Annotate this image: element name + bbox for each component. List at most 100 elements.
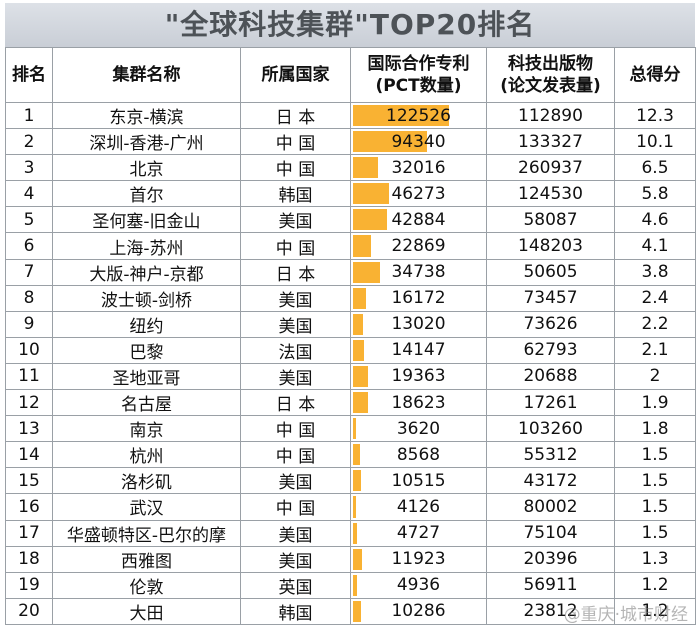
- pct-bar: [353, 444, 360, 466]
- country-cell: 美国: [240, 545, 351, 573]
- table-row: 20 大田 韩国 10286 23812 1.2: [5, 597, 696, 625]
- pct-cell: 11923: [350, 545, 487, 573]
- pct-cell: 34738: [350, 258, 487, 286]
- publications-cell: 58087: [486, 206, 615, 234]
- country-cell: 日 本: [240, 258, 351, 286]
- rank-cell: 14: [5, 441, 53, 469]
- pct-bar: [353, 418, 356, 440]
- rank-cell: 17: [5, 519, 53, 547]
- table-row: 4 首尔 韩国 46273 124530 5.8: [5, 180, 696, 208]
- pct-cell: 122526: [350, 101, 487, 130]
- pct-value: 3620: [396, 418, 441, 439]
- cluster-cell: 首尔: [52, 180, 241, 208]
- pct-cell: 14147: [350, 336, 487, 364]
- cluster-cell: 华盛顿特区-巴尔的摩: [52, 519, 241, 547]
- publications-cell: 62793: [486, 336, 615, 364]
- score-cell: 1.2: [614, 597, 696, 625]
- pct-cell: 18623: [350, 389, 487, 417]
- rank-cell: 5: [5, 206, 53, 234]
- score-cell: 2.1: [614, 336, 696, 364]
- header-pub-line1: 科技出版物: [508, 54, 593, 74]
- pct-value: 122526: [386, 105, 451, 126]
- cluster-cell: 大田: [52, 597, 241, 625]
- publications-cell: 43172: [486, 467, 615, 495]
- pct-value: 11923: [391, 549, 446, 570]
- table-row: 18 西雅图 美国 11923 20396 1.3: [5, 545, 696, 573]
- rank-cell: 4: [5, 180, 53, 208]
- pct-value: 18623: [391, 392, 446, 413]
- table-row: 2 深圳-香港-广州中 国 94340 133327 10.1: [5, 128, 696, 156]
- cluster-cell: 纽约: [52, 310, 241, 338]
- pct-bar: [353, 105, 449, 127]
- publications-cell: 56911: [486, 571, 615, 599]
- pct-bar: [353, 548, 363, 570]
- pct-cell: 4936: [350, 571, 487, 599]
- header-pct-line2: (PCT数量): [375, 76, 462, 96]
- page-title: "全球科技集群"TOP20排名: [164, 8, 536, 41]
- pct-bar: [353, 313, 364, 335]
- score-cell: 1.3: [614, 545, 696, 573]
- cluster-cell: 圣何塞-旧金山: [52, 206, 241, 234]
- pct-cell: 42884: [350, 206, 487, 234]
- pct-value: 4727: [396, 523, 441, 544]
- rank-cell: 3: [5, 154, 53, 182]
- score-cell: 4.6: [614, 206, 696, 234]
- header-publications: 科技出版物 (论文发表量): [486, 47, 615, 103]
- pct-value: 32016: [391, 157, 446, 178]
- pct-value: 42884: [391, 209, 446, 230]
- table-row: 12 名古屋日 本 18623 17261 1.9: [5, 389, 696, 417]
- table-row: 7 大版-神户-京都日 本 34738 50605 3.8: [5, 258, 696, 286]
- table-row: 1 东京-横滨日 本 122526 112890 12.3: [5, 101, 696, 130]
- pct-bar: [353, 522, 357, 544]
- score-cell: 1.5: [614, 493, 696, 521]
- score-cell: 1.5: [614, 441, 696, 469]
- publications-cell: 260937: [486, 154, 615, 182]
- pct-cell: 4727: [350, 519, 487, 547]
- rank-cell: 7: [5, 258, 53, 286]
- country-cell: 美国: [240, 467, 351, 495]
- publications-cell: 148203: [486, 232, 615, 260]
- pct-value: 46273: [391, 183, 446, 204]
- pct-cell: 4126: [350, 493, 487, 521]
- publications-cell: 112890: [486, 101, 615, 130]
- cluster-cell: 上海-苏州: [52, 232, 241, 260]
- cluster-cell: 名古屋: [52, 389, 241, 417]
- cluster-cell: 洛杉矶: [52, 467, 241, 495]
- pct-bar: [353, 365, 369, 388]
- cluster-cell: 深圳-香港-广州: [52, 128, 241, 156]
- pct-bar: [353, 235, 371, 257]
- score-cell: 5.8: [614, 180, 696, 208]
- rank-cell: 20: [5, 597, 53, 625]
- pct-value: 10286: [391, 601, 446, 622]
- pct-cell: 8568: [350, 441, 487, 469]
- cluster-cell: 北京: [52, 154, 241, 182]
- country-cell: 美国: [240, 206, 351, 234]
- rank-cell: 8: [5, 284, 53, 312]
- publications-cell: 23812: [486, 597, 615, 625]
- header-row: 排名 集群名称 所属国家 国际合作专利 (PCT数量) 科技出版物 (论文发表量…: [5, 47, 696, 103]
- pct-cell: 13020: [350, 310, 487, 338]
- pct-bar: [353, 157, 379, 179]
- pct-bar: [353, 131, 427, 153]
- pct-value: 22869: [391, 236, 446, 257]
- table-row: 3 北京中 国 32016 260937 6.5: [5, 154, 696, 182]
- pct-value: 10515: [391, 470, 446, 491]
- score-cell: 2: [614, 362, 696, 391]
- cluster-cell: 东京-横滨: [52, 101, 241, 130]
- publications-cell: 103260: [486, 415, 615, 443]
- table-row: 8 波士顿-剑桥 美国 16172 73457 2.4: [5, 284, 696, 312]
- rank-cell: 19: [5, 571, 53, 599]
- pct-bar: [353, 496, 357, 518]
- table-row: 10 巴黎 法国 14147 62793 2.1: [5, 336, 696, 364]
- score-cell: 12.3: [614, 101, 696, 130]
- rank-cell: 6: [5, 232, 53, 260]
- score-cell: 2.4: [614, 284, 696, 312]
- header-country: 所属国家: [240, 47, 351, 103]
- country-cell: 美国: [240, 284, 351, 312]
- score-cell: 6.5: [614, 154, 696, 182]
- cluster-cell: 巴黎: [52, 336, 241, 364]
- score-cell: 1.9: [614, 389, 696, 417]
- score-cell: 1.2: [614, 571, 696, 599]
- publications-cell: 73457: [486, 284, 615, 312]
- rank-cell: 12: [5, 389, 53, 417]
